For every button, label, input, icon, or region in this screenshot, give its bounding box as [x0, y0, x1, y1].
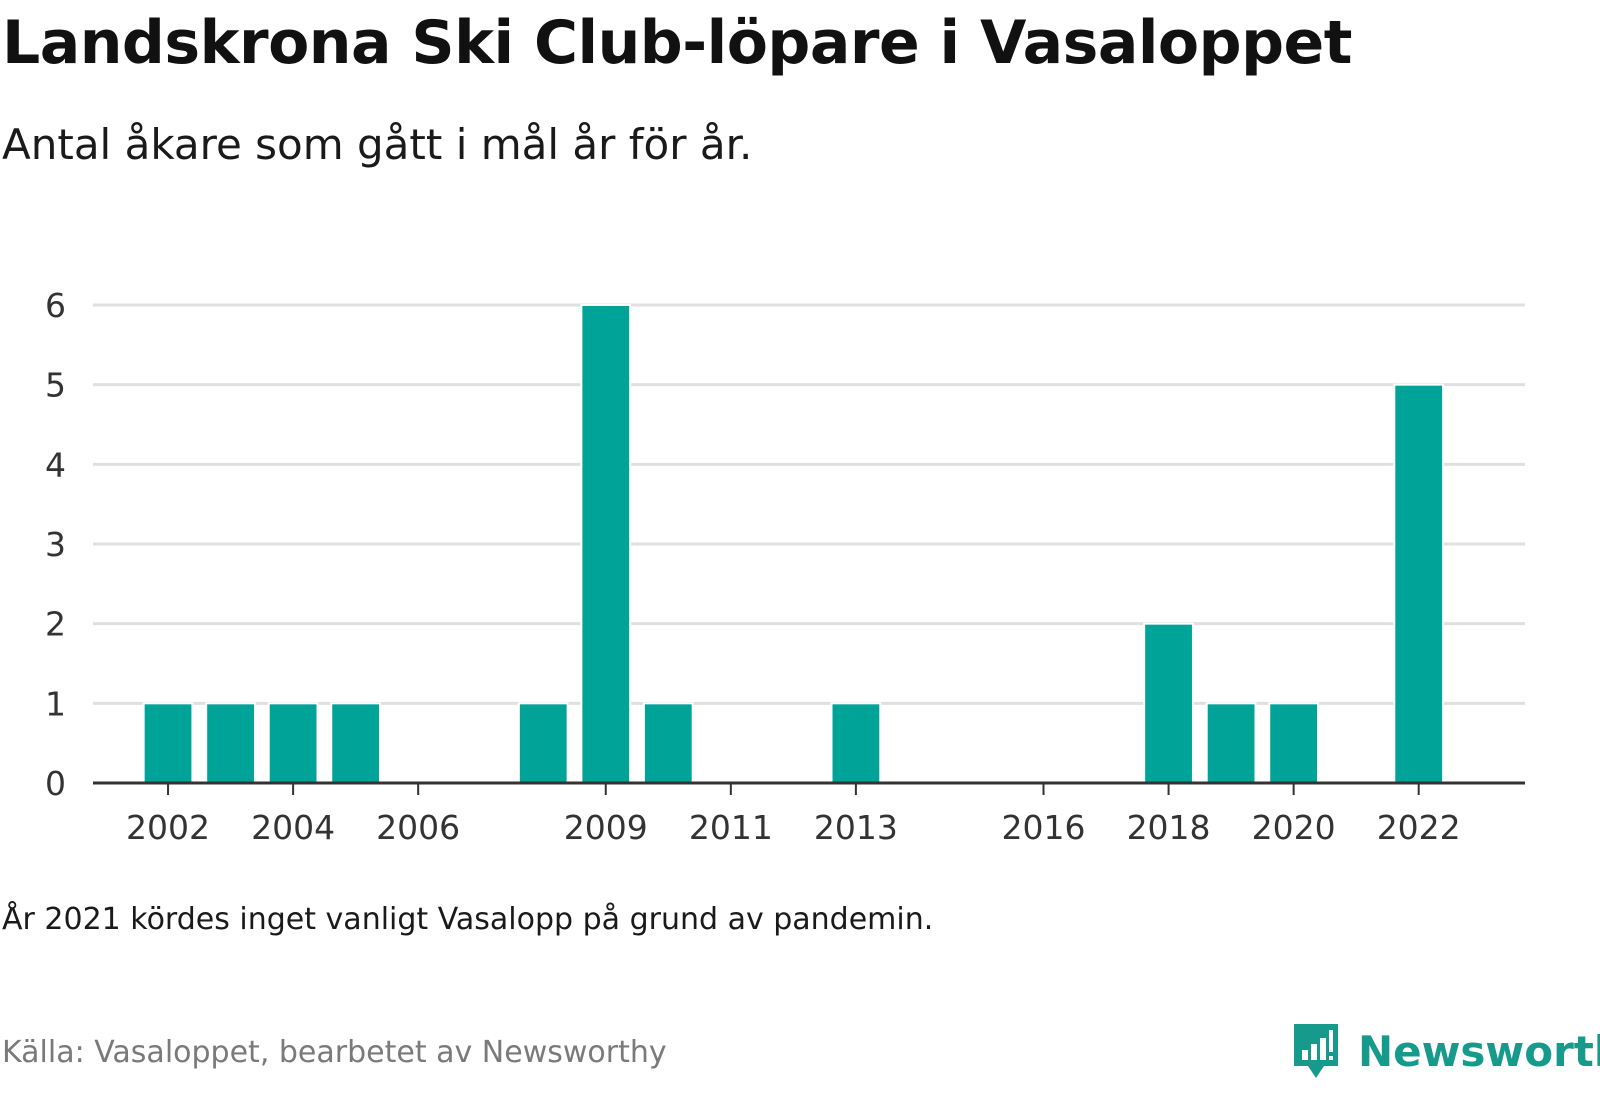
bar: [580, 304, 632, 784]
brand-name: Newsworthy: [1358, 1026, 1600, 1076]
x-tick-label: 2020: [1252, 808, 1336, 847]
bar: [1205, 702, 1257, 785]
y-tick-label: 2: [45, 605, 66, 644]
gridlines: [93, 303, 1525, 705]
bars: [142, 304, 1445, 785]
chart-title: Landskrona Ski Club-löpare i Vasaloppet: [2, 8, 1352, 78]
bar: [142, 702, 194, 785]
x-tick-label: 2018: [1127, 808, 1211, 847]
x-tick-label: 2004: [251, 808, 335, 847]
bar: [517, 702, 569, 785]
bar: [1393, 383, 1445, 785]
x-tick-label: 2013: [814, 808, 898, 847]
y-tick-label: 5: [45, 366, 66, 405]
newsworthy-logo-icon: [1294, 1024, 1338, 1078]
bar: [1143, 622, 1194, 784]
bar: [330, 702, 382, 785]
x-tick-label: 2009: [564, 808, 648, 847]
y-tick-label: 3: [45, 525, 66, 564]
y-tick-label: 6: [45, 286, 66, 325]
bar: [830, 702, 882, 785]
bar: [205, 702, 256, 785]
y-tick-label: 1: [45, 684, 66, 723]
footnote: År 2021 kördes inget vanligt Vasalopp på…: [2, 902, 934, 937]
chart-subtitle: Antal åkare som gått i mål år för år.: [2, 120, 753, 169]
x-tick-label: 2016: [1002, 808, 1086, 847]
bar-chart: 0 1 2 3 4 5 6 2002 2004 2006 2009 2011 2013 2016 2018 2…: [45, 286, 1525, 847]
bar: [267, 702, 319, 785]
x-tick-label: 2011: [689, 808, 773, 847]
y-tick-label: 4: [45, 445, 66, 484]
x-tick-label: 2006: [376, 808, 460, 847]
x-tick-label: 2002: [126, 808, 210, 847]
y-tick-label: 0: [45, 764, 66, 803]
bar: [1268, 702, 1320, 785]
x-tick-label: 2022: [1377, 808, 1461, 847]
brand-logo: Newsworthy: [1290, 1020, 1600, 1082]
bar: [642, 702, 694, 785]
axes: 0 1 2 3 4 5 6 2002 2004 2006 2009 2011 2013 2016 2018 2…: [45, 286, 1525, 847]
source-text: Källa: Vasaloppet, bearbetet av Newswort…: [2, 1035, 667, 1070]
